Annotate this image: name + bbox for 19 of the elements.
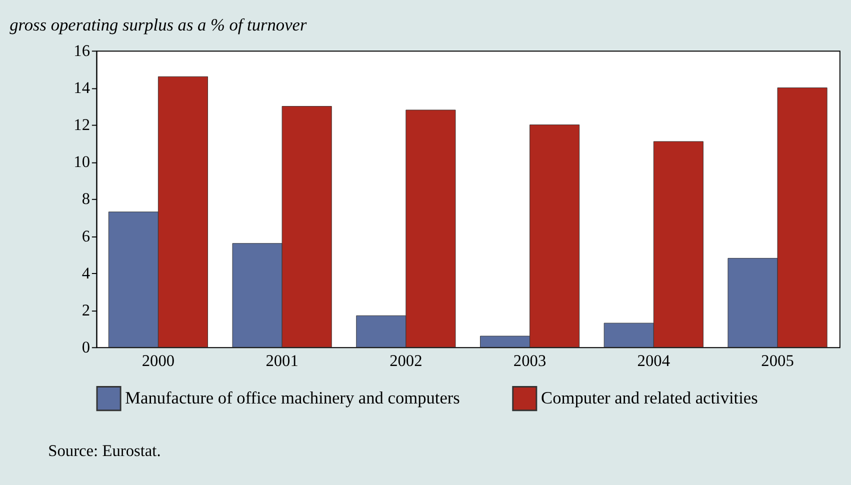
x-tick-label: 2005 — [761, 350, 794, 370]
x-tick-label: 2002 — [390, 350, 422, 370]
y-tick-label: 8 — [82, 189, 90, 208]
y-tick-label: 14 — [74, 78, 90, 98]
y-tick-label: 0 — [82, 337, 90, 356]
legend-label: Manufacture of office machinery and computers — [125, 388, 460, 408]
x-tick-label: 2004 — [637, 350, 670, 370]
y-tick-label: 2 — [82, 300, 90, 320]
y-tick-label: 10 — [74, 152, 90, 172]
x-tick-label: 2003 — [513, 350, 546, 370]
y-tick-label: 4 — [82, 263, 90, 282]
chart-title: gross operating surplus as a % of turnover — [10, 15, 307, 34]
y-tick-label: 12 — [74, 115, 90, 134]
legend-label: Computer and related activities — [541, 388, 758, 408]
x-tick-label: 2001 — [266, 350, 298, 370]
x-tick-label: 2000 — [142, 350, 175, 370]
y-tick-label: 6 — [82, 226, 90, 246]
y-tick-label: 16 — [74, 40, 90, 60]
source-note: Source: Eurostat. — [48, 440, 161, 460]
